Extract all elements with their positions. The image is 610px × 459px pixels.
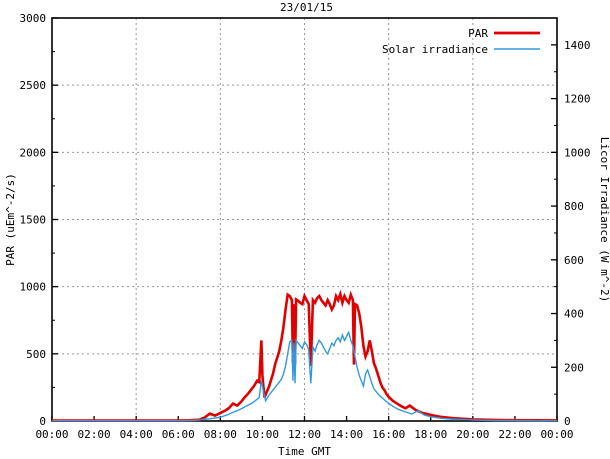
- y2tick-label: 200: [564, 361, 584, 374]
- xtick-label: 12:00: [288, 428, 321, 441]
- ytick-label: 2000: [20, 146, 47, 159]
- xtick-label: 18:00: [414, 428, 447, 441]
- legend-label-1: Solar irradiance: [382, 43, 488, 56]
- series-line-par: [52, 289, 558, 422]
- y2tick-label: 1200: [564, 93, 591, 106]
- x-axis-title: Time GMT: [278, 445, 331, 458]
- xtick-label: 00:00: [540, 428, 573, 441]
- y2-axis-title: Licor Irradiance (W m^-2): [598, 137, 610, 303]
- xtick-label: 22:00: [498, 428, 531, 441]
- axis-tick-labels: 0 500 1000 1500 2000 2500 3000 0 200 400 600 800 100…: [20, 12, 591, 441]
- ytick-label: 0: [39, 415, 46, 428]
- ytick-label: 2500: [20, 79, 47, 92]
- ytick-label: 3000: [20, 12, 47, 25]
- xtick-label: 06:00: [162, 428, 195, 441]
- ytick-label: 500: [26, 348, 46, 361]
- series-line-solar-irradiance: [52, 330, 557, 422]
- legend-label-0: PAR: [468, 27, 488, 40]
- y-axis-title: PAR (uEm^-2/s): [4, 173, 17, 266]
- chart-title-text: 23/01/15: [280, 1, 333, 14]
- xtick-label: 10:00: [246, 428, 279, 441]
- y2tick-label: 800: [564, 200, 584, 213]
- y2tick-label: 1400: [564, 39, 591, 52]
- axis-titles: PAR (uEm^-2/s) Licor Irradiance (W m^-2) T…: [4, 137, 610, 458]
- data-series: [52, 289, 558, 422]
- xtick-label: 08:00: [204, 428, 237, 441]
- chart-title: 23/01/15: [280, 1, 333, 14]
- xtick-label: 04:00: [120, 428, 153, 441]
- y2tick-label: 1000: [564, 146, 591, 159]
- y2tick-label: 400: [564, 308, 584, 321]
- gridlines: [52, 18, 557, 421]
- y2tick-label: 600: [564, 254, 584, 267]
- y2tick-label: 0: [564, 415, 571, 428]
- chart-legend: PAR Solar irradiance: [382, 27, 540, 56]
- xtick-label: 00:00: [35, 428, 68, 441]
- ytick-label: 1500: [20, 214, 47, 227]
- xtick-label: 20:00: [456, 428, 489, 441]
- xtick-label: 02:00: [78, 428, 111, 441]
- xtick-label: 16:00: [372, 428, 405, 441]
- ytick-label: 1000: [20, 281, 47, 294]
- xtick-label: 14:00: [330, 428, 363, 441]
